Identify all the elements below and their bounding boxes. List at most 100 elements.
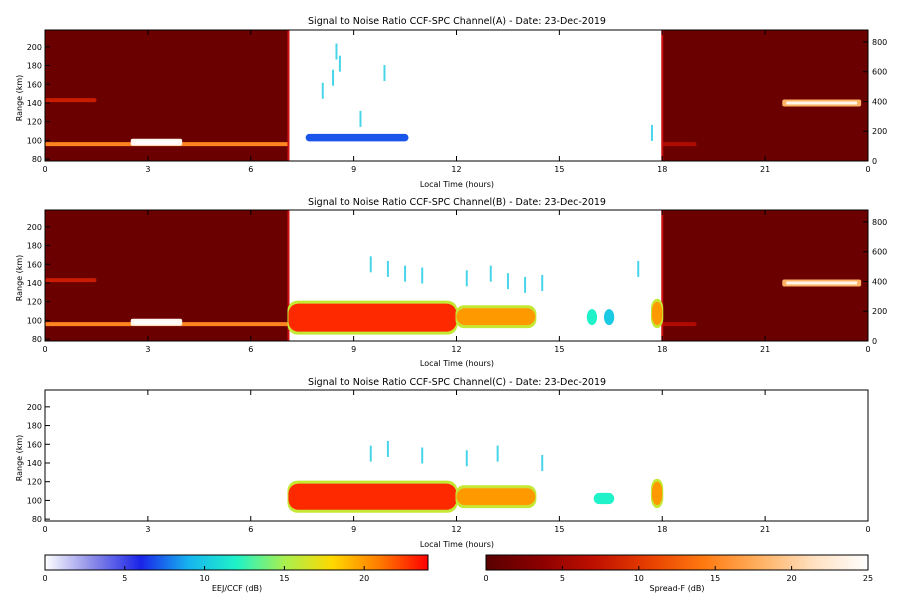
spread-f-band — [45, 98, 97, 103]
x-tick-label: 21 — [760, 525, 770, 534]
x-tick-label: 21 — [760, 345, 770, 354]
x-tick-label: 12 — [451, 525, 461, 534]
scattered-echo — [369, 256, 372, 273]
eej-echo — [456, 308, 536, 326]
y-tick-label: 100 — [27, 316, 42, 325]
panel-c-ylabel: Range (km) — [15, 435, 24, 482]
y-tick-label: 100 — [27, 136, 42, 145]
panel-b-ylabel: Range (km) — [15, 255, 24, 302]
y-tick-label: 200 — [27, 223, 42, 232]
panel-1-plot-area — [45, 210, 868, 341]
spread-f-band-core — [134, 320, 179, 324]
y-tick-label: 80 — [32, 515, 42, 524]
spread-f-band — [662, 142, 697, 147]
night-block — [662, 30, 868, 161]
colorbar-tick-label: 15 — [710, 574, 720, 583]
y-tick-label: 100 — [27, 496, 42, 505]
colorbar-tick-label: 5 — [122, 574, 127, 583]
y-tick-label: 140 — [27, 459, 42, 468]
colorbar-tick-label: 5 — [560, 574, 565, 583]
colorbar-eej-label: EEJ/CCF (dB) — [212, 584, 262, 593]
panel-b-xlabel: Local Time (hours) — [420, 359, 494, 368]
x-tick-label: 15 — [554, 345, 564, 354]
right-tick-label: 0 — [872, 337, 877, 346]
night-block-edge — [287, 210, 290, 341]
colorbar-tick-label: 0 — [42, 574, 47, 583]
y-tick-label: 120 — [27, 118, 42, 127]
panel-a-xlabel: Local Time (hours) — [420, 180, 494, 189]
spread-f-band-core — [786, 281, 858, 285]
x-tick-label: 3 — [145, 165, 150, 174]
x-tick-label: 18 — [657, 165, 667, 174]
scattered-echo — [383, 65, 386, 82]
right-tick-label: 200 — [872, 307, 887, 316]
right-tick-label: 600 — [872, 68, 887, 77]
eej-echo — [288, 483, 457, 510]
scattered-echo — [541, 274, 544, 291]
night-block-edge — [661, 210, 664, 341]
scattered-echo — [386, 260, 389, 277]
y-tick-label: 120 — [27, 478, 42, 487]
panel-a-title: Signal to Noise Ratio CCF-SPC Channel(A)… — [308, 16, 606, 27]
panel-channel-c: Signal to Noise Ratio CCF-SPC Channel(C)… — [15, 377, 871, 549]
y-tick-label: 160 — [27, 80, 42, 89]
right-tick-label: 400 — [872, 97, 887, 106]
panel-channel-b: Signal to Noise Ratio CCF-SPC Channel(B)… — [15, 197, 887, 368]
scattered-echo — [369, 445, 372, 462]
colorbar-tick-label: 10 — [634, 574, 644, 583]
y-tick-label: 180 — [27, 62, 42, 71]
spread-f-band — [662, 322, 697, 327]
colorbar-spread-f: Spread-F (dB) 0 5 10 15 20 25 — [483, 554, 873, 593]
colorbar-tick-label: 20 — [359, 574, 369, 583]
x-tick-label: 0 — [42, 525, 47, 534]
y-tick-label: 160 — [27, 260, 42, 269]
y-tick-label: 80 — [32, 335, 42, 344]
eej-echo — [651, 301, 663, 326]
scattered-echo — [404, 265, 407, 282]
panel-channel-a: Signal to Noise Ratio CCF-SPC Channel(A)… — [15, 16, 887, 189]
scattered-echo — [506, 273, 509, 290]
x-tick-label: 21 — [760, 165, 770, 174]
panel-2-plot-area — [287, 440, 664, 513]
colorbar-0-gradient — [44, 554, 429, 571]
y-tick-label: 80 — [32, 155, 42, 164]
scattered-echo — [496, 445, 499, 462]
spread-f-band — [45, 278, 97, 283]
colorbar-tick-label: 10 — [199, 574, 209, 583]
x-tick-label: 18 — [657, 345, 667, 354]
colorbar-tick-label: 25 — [863, 574, 873, 583]
colorbar-spread-f-label: Spread-F (dB) — [649, 584, 704, 593]
night-block-edge — [287, 30, 290, 161]
x-tick-label: 9 — [351, 165, 356, 174]
panel-c-xlabel: Local Time (hours) — [420, 540, 494, 549]
scattered-echo — [489, 265, 492, 282]
spread-f-band-core — [134, 140, 179, 144]
panel-a-ylabel: Range (km) — [15, 75, 24, 122]
eej-echo — [586, 309, 598, 326]
eej-echo — [593, 492, 615, 505]
right-tick-label: 800 — [872, 38, 887, 47]
scattered-echo — [524, 276, 527, 293]
y-tick-label: 160 — [27, 440, 42, 449]
x-tick-label: 12 — [451, 345, 461, 354]
panel-b-title: Signal to Noise Ratio CCF-SPC Channel(B)… — [308, 197, 606, 208]
scattered-echo — [332, 69, 335, 86]
x-tick-label: 12 — [451, 165, 461, 174]
colorbar-tick-label: 20 — [787, 574, 797, 583]
y-tick-label: 140 — [27, 279, 42, 288]
scattered-echo — [465, 270, 468, 287]
night-block — [662, 210, 868, 341]
colorbar-tick-label: 15 — [279, 574, 289, 583]
scattered-echo — [359, 110, 362, 127]
right-tick-label: 600 — [872, 248, 887, 257]
panel-0-plot-area — [45, 30, 868, 161]
eej-echo — [305, 133, 409, 142]
x-tick-label: 0 — [865, 525, 870, 534]
x-tick-label: 15 — [554, 525, 564, 534]
y-tick-label: 200 — [27, 403, 42, 412]
eej-echo — [603, 309, 615, 326]
panel-c-title: Signal to Noise Ratio CCF-SPC Channel(C)… — [308, 377, 606, 388]
y-tick-label: 180 — [27, 422, 42, 431]
scattered-echo — [421, 447, 424, 464]
